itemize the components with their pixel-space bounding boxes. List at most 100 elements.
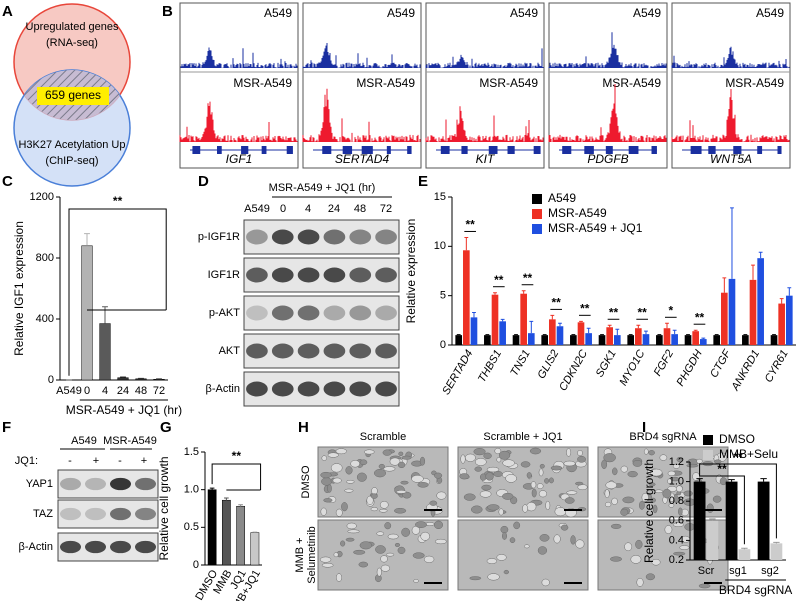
cell: [463, 493, 476, 501]
cell: [620, 508, 629, 516]
blot-band: [110, 540, 131, 554]
gene-name: IGF1: [226, 152, 253, 166]
lane-label: 72: [380, 203, 392, 215]
cell: [397, 461, 406, 469]
panel-label: C: [2, 173, 13, 190]
y-axis-label: Relative cell growth: [642, 459, 656, 563]
x-tick-label: TNS1: [508, 348, 532, 378]
x-tick-label: Scr: [698, 565, 715, 577]
cell: [335, 448, 347, 455]
blot-band: [271, 267, 294, 283]
blot-band: [135, 507, 156, 521]
error-bar: [238, 504, 243, 507]
bar: [613, 335, 621, 345]
bar: [221, 499, 231, 566]
error-bar: [730, 207, 734, 279]
blot-band: [323, 381, 346, 397]
bar: [577, 322, 585, 345]
blot-band: [375, 343, 397, 359]
cell: [494, 447, 502, 455]
cell: [389, 457, 401, 466]
cell: [539, 463, 545, 469]
exon: [286, 146, 293, 154]
bar: [117, 377, 129, 381]
cell: [323, 498, 333, 503]
track-label: MSR-A549: [725, 76, 784, 90]
exon: [440, 146, 450, 154]
cell: [630, 555, 642, 564]
x-tick-label: ANKRD1: [729, 348, 762, 394]
y-tick-label: 0.4: [669, 534, 684, 546]
cell: [668, 503, 675, 508]
cell: [651, 558, 661, 566]
bar: [721, 292, 728, 345]
treatment-sign: +: [141, 455, 147, 467]
significance: **: [523, 271, 533, 285]
cell: [526, 472, 532, 479]
cell: [434, 538, 447, 545]
bar: [463, 250, 470, 345]
blot-row: [243, 333, 400, 369]
legend-label: MSR-A549 + JQ1: [548, 221, 643, 235]
bar: [713, 335, 721, 345]
cell: [505, 474, 517, 483]
blot-row-label: IGF1R: [208, 269, 240, 281]
bracket: [68, 208, 167, 376]
x-tick-label: GLIS2: [535, 348, 561, 381]
track-label: MSR-A549: [356, 76, 415, 90]
signal-track: [302, 43, 421, 68]
y-tick-label: 0: [193, 559, 199, 571]
image-column-label: BRD4 sgRNA: [629, 431, 697, 443]
error-bar: [693, 329, 698, 332]
exon: [690, 146, 702, 154]
cell: [667, 470, 676, 477]
signal-track: [302, 88, 421, 142]
cell: [676, 457, 682, 463]
cell: [610, 523, 622, 529]
cell: [673, 551, 686, 556]
blot-band: [85, 477, 106, 491]
cell: [502, 492, 514, 500]
x-tick-label: PHGDH: [675, 348, 705, 388]
blot-band: [60, 507, 81, 521]
significance: **: [733, 450, 743, 464]
significance: **: [113, 194, 123, 208]
track-frame: [179, 2, 299, 169]
exon: [261, 146, 267, 154]
cell: [379, 508, 388, 513]
blot-band: [297, 381, 320, 397]
cell: [577, 449, 583, 457]
exon: [241, 146, 249, 154]
cell: [714, 459, 722, 464]
bar: [606, 327, 613, 345]
cell: [538, 490, 547, 498]
treatment-sign: -: [118, 455, 122, 467]
blot-band: [135, 477, 156, 491]
signal-track: [548, 32, 667, 68]
cell: [341, 502, 348, 512]
exon: [777, 146, 782, 154]
cell: [411, 474, 424, 483]
x-tick-label: CDKN2C: [557, 348, 590, 393]
blot-band: [271, 343, 294, 359]
cell: [401, 527, 411, 537]
cell: [564, 497, 575, 504]
blot-band: [323, 229, 346, 245]
cell: [394, 507, 407, 514]
blot-band: [349, 267, 372, 283]
legend-label: MMB+Selu: [719, 447, 778, 461]
blot-band: [349, 305, 372, 321]
bar: [491, 294, 499, 345]
cell: [566, 490, 578, 495]
cell: [396, 490, 407, 494]
cell: [627, 471, 638, 478]
bar: [627, 335, 635, 345]
lane-label: 24: [328, 203, 340, 215]
track-label: MSR-A549: [479, 76, 538, 90]
lane-label: 0: [280, 203, 286, 215]
cell: [479, 473, 487, 481]
bar: [455, 335, 463, 345]
cell: [667, 478, 672, 484]
exon: [342, 146, 353, 154]
bar: [642, 334, 650, 345]
